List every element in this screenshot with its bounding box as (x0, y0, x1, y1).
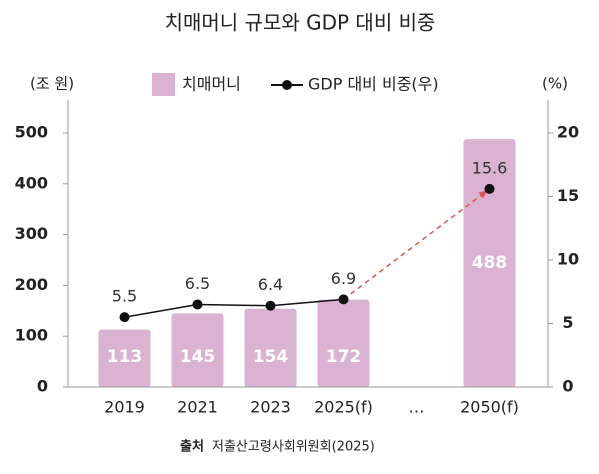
line-point (484, 183, 495, 194)
y2-tick-label: 0 (562, 377, 573, 396)
bar-value-label: 154 (253, 347, 289, 367)
chart-title: 치매머니 규모와 GDP 대비 비중 (165, 11, 436, 35)
y-unit: (조 원) (30, 75, 74, 93)
line (124, 298, 344, 318)
bar-value-label: 145 (180, 347, 216, 367)
bar-value-label: 113 (107, 347, 143, 367)
y2-tick-label: 10 (557, 250, 579, 269)
legend-swatch (152, 73, 175, 96)
legend: 치매머니 GDP 대비 비중(우) (152, 73, 439, 96)
x-tick-label: 2023 (250, 398, 291, 417)
line-point (265, 300, 276, 311)
source-text: 저출산고령사회위원회(2025) (212, 440, 375, 455)
y2-unit: (%) (542, 75, 568, 93)
bar (317, 299, 370, 387)
x-tick-label: 2025(f) (314, 398, 373, 417)
x-tick-label: … (409, 398, 425, 417)
y-tick-label: 200 (15, 275, 48, 294)
bar-value-label: 172 (326, 347, 362, 367)
line-point (338, 294, 349, 305)
y-tick-label: 100 (15, 326, 48, 345)
projection-line (343, 193, 483, 300)
y2-tick-label: 5 (562, 313, 573, 332)
x-tick-label: 2021 (177, 398, 218, 417)
bar (171, 313, 224, 387)
line-point (192, 299, 203, 310)
y-tick-label: 500 (15, 123, 48, 142)
x-tick-label: 2050(f) (460, 398, 519, 417)
legend-label: GDP 대비 비중(우) (308, 75, 439, 94)
bar (244, 308, 297, 387)
bar (98, 329, 151, 387)
legend-label: 치매머니 (182, 75, 241, 94)
y2-tick-label: 15 (557, 186, 579, 205)
line-value-label: 5.5 (112, 287, 137, 306)
y2-tick-label: 20 (557, 123, 579, 142)
y-tick-label: 400 (15, 173, 48, 192)
line-value-label: 6.5 (185, 274, 210, 293)
legend-marker (282, 80, 292, 90)
line-value-label: 6.4 (258, 275, 283, 294)
line-point (119, 312, 130, 323)
bar (463, 139, 516, 387)
y-tick-label: 300 (15, 224, 48, 243)
source-label: 출처 (180, 439, 204, 455)
line-value-label: 15.6 (472, 158, 508, 177)
y-tick-label: 0 (37, 377, 48, 396)
x-tick-label: 2019 (104, 398, 145, 417)
line-value-label: 6.9 (331, 269, 356, 288)
bar-value-label: 488 (472, 253, 508, 273)
